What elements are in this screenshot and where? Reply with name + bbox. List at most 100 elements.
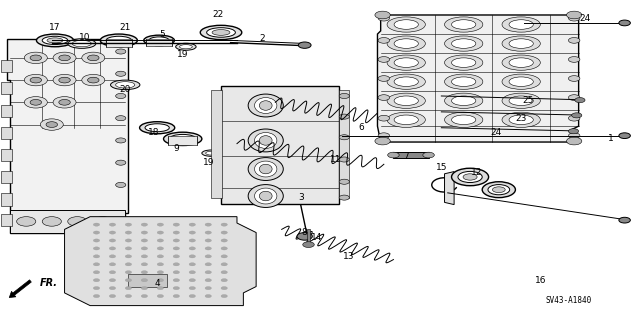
- Ellipse shape: [509, 39, 533, 48]
- Circle shape: [205, 278, 211, 282]
- Ellipse shape: [111, 80, 140, 90]
- Circle shape: [189, 247, 195, 250]
- Circle shape: [93, 247, 100, 250]
- Circle shape: [93, 278, 100, 282]
- Circle shape: [53, 74, 76, 86]
- Ellipse shape: [445, 55, 483, 70]
- Circle shape: [17, 217, 36, 226]
- Text: 20: 20: [120, 85, 131, 94]
- Circle shape: [221, 294, 227, 298]
- Circle shape: [116, 182, 126, 188]
- Circle shape: [125, 247, 132, 250]
- Circle shape: [205, 223, 211, 226]
- Circle shape: [173, 286, 179, 290]
- Circle shape: [125, 255, 132, 258]
- Circle shape: [157, 239, 164, 242]
- Bar: [1, 171, 12, 183]
- Circle shape: [173, 239, 179, 242]
- Circle shape: [88, 55, 99, 61]
- Bar: [1, 149, 12, 161]
- Circle shape: [42, 217, 61, 226]
- Circle shape: [116, 93, 126, 99]
- Text: 6: 6: [358, 123, 364, 132]
- Circle shape: [221, 223, 227, 226]
- Circle shape: [157, 286, 164, 290]
- Ellipse shape: [42, 36, 68, 45]
- Text: 1: 1: [608, 134, 614, 143]
- Text: 7: 7: [403, 152, 409, 161]
- Ellipse shape: [452, 96, 476, 106]
- Ellipse shape: [394, 115, 419, 124]
- Ellipse shape: [452, 115, 476, 124]
- Ellipse shape: [36, 34, 74, 47]
- Circle shape: [388, 152, 399, 158]
- Circle shape: [339, 195, 349, 200]
- Circle shape: [116, 116, 126, 121]
- Bar: [106, 39, 132, 47]
- Bar: [129, 274, 167, 286]
- Circle shape: [221, 278, 227, 282]
- Ellipse shape: [175, 43, 196, 50]
- Circle shape: [93, 217, 113, 226]
- Text: 13: 13: [343, 252, 355, 261]
- Ellipse shape: [164, 132, 202, 145]
- Ellipse shape: [387, 36, 426, 51]
- Circle shape: [221, 286, 227, 290]
- Circle shape: [109, 271, 116, 274]
- Ellipse shape: [248, 129, 284, 152]
- Text: 9: 9: [173, 144, 179, 153]
- Circle shape: [125, 286, 132, 290]
- Ellipse shape: [100, 34, 138, 47]
- Circle shape: [339, 135, 349, 140]
- Bar: [147, 39, 172, 46]
- Text: 16: 16: [534, 276, 546, 285]
- Circle shape: [566, 11, 582, 19]
- Text: 10: 10: [79, 33, 91, 42]
- Circle shape: [619, 217, 630, 223]
- Circle shape: [109, 223, 116, 226]
- Ellipse shape: [458, 171, 482, 182]
- Ellipse shape: [248, 185, 284, 207]
- Circle shape: [378, 15, 390, 21]
- Ellipse shape: [205, 151, 217, 155]
- Text: 2: 2: [260, 34, 266, 43]
- Circle shape: [88, 77, 99, 83]
- Ellipse shape: [445, 112, 483, 127]
- Circle shape: [109, 247, 116, 250]
- Ellipse shape: [394, 39, 419, 48]
- Ellipse shape: [509, 115, 533, 124]
- Ellipse shape: [200, 25, 242, 40]
- Circle shape: [339, 114, 349, 119]
- Bar: [1, 214, 12, 226]
- Ellipse shape: [463, 174, 477, 180]
- Circle shape: [93, 271, 100, 274]
- Ellipse shape: [387, 55, 426, 70]
- Circle shape: [568, 15, 580, 21]
- Polygon shape: [221, 86, 339, 204]
- Bar: [10, 210, 125, 233]
- Circle shape: [568, 76, 580, 81]
- Circle shape: [568, 129, 579, 134]
- Ellipse shape: [502, 112, 540, 127]
- Ellipse shape: [492, 187, 505, 193]
- Text: 14: 14: [311, 233, 323, 242]
- Circle shape: [30, 77, 42, 83]
- Text: 8: 8: [301, 228, 307, 237]
- Text: 24: 24: [579, 14, 591, 23]
- Circle shape: [173, 247, 179, 250]
- Circle shape: [297, 233, 312, 240]
- Circle shape: [575, 98, 585, 103]
- Circle shape: [93, 239, 100, 242]
- Circle shape: [125, 294, 132, 298]
- Circle shape: [141, 286, 148, 290]
- Circle shape: [568, 56, 580, 62]
- Circle shape: [157, 263, 164, 266]
- Ellipse shape: [106, 36, 132, 45]
- Circle shape: [59, 55, 70, 61]
- Circle shape: [221, 239, 227, 242]
- Circle shape: [205, 231, 211, 234]
- Ellipse shape: [149, 37, 170, 44]
- Ellipse shape: [255, 98, 277, 114]
- Circle shape: [141, 247, 148, 250]
- Circle shape: [109, 286, 116, 290]
